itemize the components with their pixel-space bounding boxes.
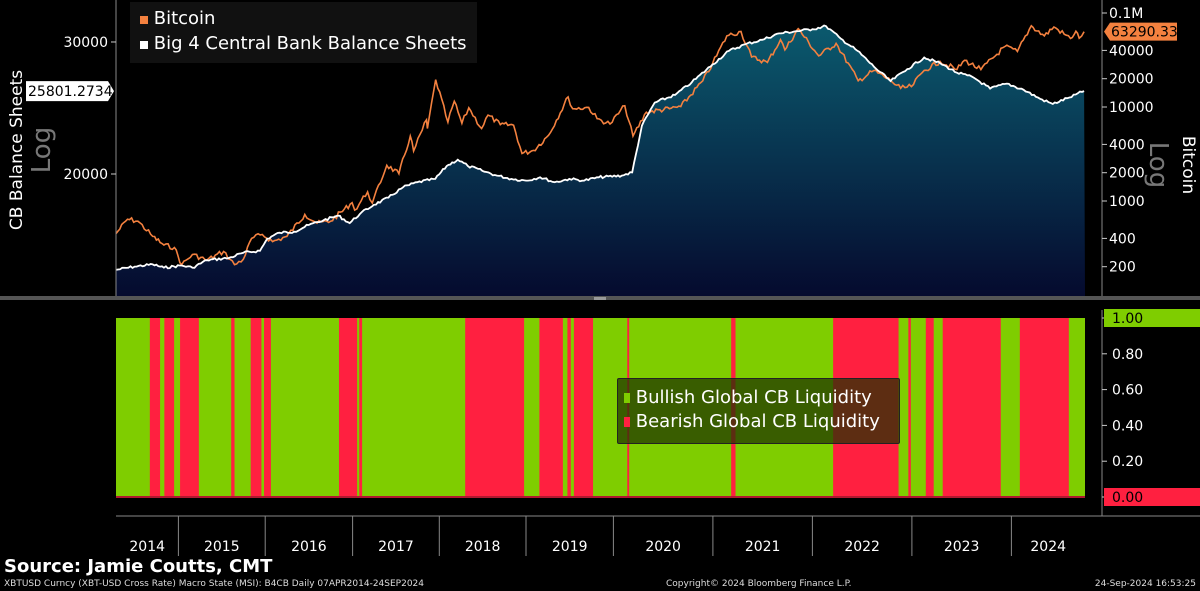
bottom-right-tick-label: 0.20 [1112,454,1143,470]
bearish-bar [567,318,571,497]
bitcoin-line [115,24,1085,267]
legend-item-bullish: Bullish Global CB Liquidity [624,387,872,408]
legend-swatch-bearish [624,417,630,427]
legend-label: Bitcoin [153,8,216,29]
bottom-right-tick-label: 0.60 [1112,383,1143,399]
x-tick-label: 2016 [291,539,327,555]
panel-resize-handle [594,297,606,300]
legend-label: Big 4 Central Bank Balance Sheets [153,33,467,54]
x-tick-label: 2022 [844,539,880,555]
bearish-bar [465,318,525,497]
legend-item-cb: Big 4 Central Bank Balance Sheets [140,33,467,54]
right-tick-label: 10000 [1109,100,1154,116]
x-tick-label: 2015 [204,539,240,555]
x-tick-label: 2021 [745,539,781,555]
bearish-bar [250,318,262,497]
right-tick-label: 1000 [1109,194,1145,210]
footer-left: XBTUSD Curncy (XBT-USD Cross Rate) Macro… [4,579,425,589]
bottom-right-tick-label: 0.80 [1112,347,1143,363]
x-tick-label: 2024 [1030,539,1066,555]
bearish-bar [942,318,1001,497]
legend-item-bearish: Bearish Global CB Liquidity [624,411,880,432]
x-tick-label: 2017 [378,539,414,555]
bearish-bar [338,318,358,497]
x-tick-label: 2018 [465,539,501,555]
bearish-bar [149,318,161,497]
left-current-value-badge [26,81,114,102]
right-tick-label: 200 [1109,260,1136,276]
right-tick-label: 0.1M [1109,6,1143,22]
bearish-bar [539,318,563,497]
left-tick-label: 20000 [63,167,108,183]
x-tick-label: 2020 [645,539,681,555]
legend-label: Bearish Global CB Liquidity [635,411,880,432]
left-tick-label: 30000 [63,35,108,51]
x-tick-label: 2019 [552,539,588,555]
right-scale-label: Log [1143,142,1173,188]
top-legend: Bitcoin Big 4 Central Bank Balance Sheet… [130,2,477,63]
right-current-value-badge [1104,22,1177,41]
top-current-value-badge [1104,309,1200,327]
left-axis-title: CB Balance Sheets [7,70,27,230]
bullish-region [116,318,1085,497]
bottom-panel [116,318,1085,498]
x-tick-label: 2023 [944,539,980,555]
top-panel [115,24,1085,296]
bottom-current-value-badge [1104,488,1200,506]
bearish-bar [925,318,934,497]
bearish-bar [164,318,175,497]
bottom-right-tick-label: 0.00 [1112,490,1143,506]
right-axis-title: Bitcoin [1178,136,1198,194]
legend-swatch-bitcoin [140,16,148,24]
cb-balance-line [115,24,1085,271]
bearish-bar [1019,318,1069,497]
bottom-right-tick-label: 0.40 [1112,418,1143,434]
bearish-bar [573,318,594,497]
bottom-right-tick-label: 1.00 [1112,311,1143,327]
right-tick-label: 400 [1109,231,1136,247]
bearish-bar [180,318,199,497]
bearish-bar [231,318,235,497]
right-tick-label: 40000 [1109,43,1154,59]
right-current-value: 63290.33 [1111,25,1178,41]
left-current-value: 25801.2734 [28,84,113,100]
footer-timestamp: 24-Sep-2024 16:53:25 [1094,579,1196,589]
legend-swatch-bullish [624,393,630,403]
legend-item-bitcoin: Bitcoin [140,8,215,29]
left-scale-label: Log [27,127,57,173]
bottom-legend: Bullish Global CB Liquidity Bearish Glob… [617,378,900,444]
legend-label: Bullish Global CB Liquidity [635,387,872,408]
footer-copyright: Copyright© 2024 Bloomberg Finance L.P. [666,579,852,589]
right-tick-label: 4000 [1109,137,1145,153]
right-tick-label: 20000 [1109,72,1154,88]
source-label: Source: Jamie Coutts, CMT [4,556,273,577]
x-tick-label: 2014 [129,539,165,555]
bearish-bar [264,318,271,497]
bearish-bar [908,318,911,497]
legend-swatch-cb [140,41,148,49]
right-tick-label: 2000 [1109,166,1145,182]
cb-balance-area [116,25,1085,296]
bearish-bar [359,318,363,497]
zero-line [116,496,1085,498]
